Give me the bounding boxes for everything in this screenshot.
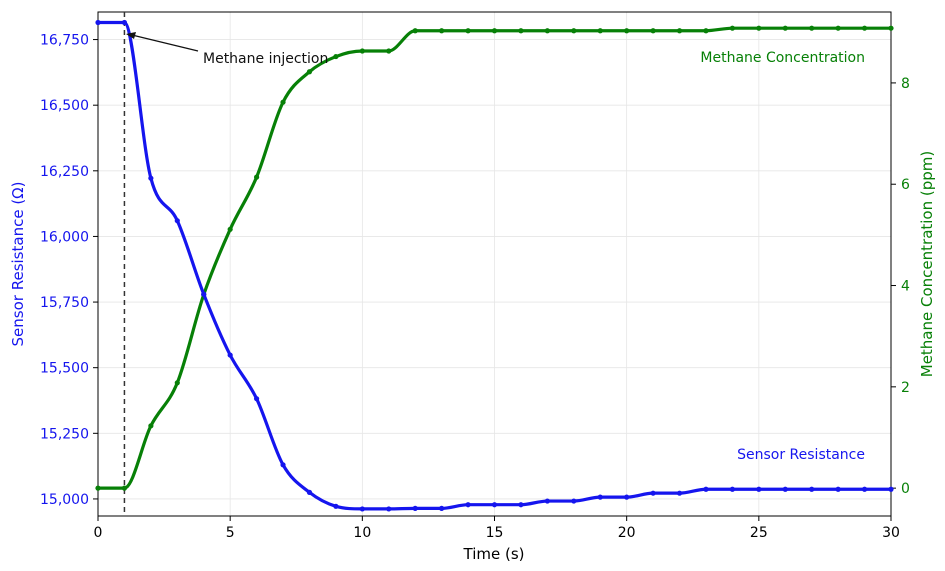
methane-concentration-point bbox=[386, 48, 392, 54]
methane-concentration-point bbox=[571, 28, 577, 34]
sensor-resistance-point bbox=[809, 486, 815, 492]
x-tick-label: 0 bbox=[94, 525, 103, 541]
methane-concentration-point bbox=[359, 48, 365, 54]
grid bbox=[97, 12, 892, 516]
sensor-resistance-point bbox=[333, 503, 339, 509]
y-right-tick-label: 8 bbox=[901, 76, 910, 92]
sensor-resistance-point bbox=[597, 494, 603, 500]
injection-arrow-shaft bbox=[131, 34, 199, 52]
methane-concentration-point bbox=[861, 25, 868, 31]
methane-concentration-point bbox=[756, 25, 762, 31]
methane-concentration-point bbox=[227, 226, 233, 232]
methane-concentration-point bbox=[174, 380, 180, 386]
y-left-axis-label: Sensor Resistance (Ω) bbox=[9, 182, 27, 347]
sensor-resistance-point bbox=[888, 486, 894, 492]
sensor-resistance-point bbox=[544, 498, 550, 504]
methane-series-label: Methane Concentration bbox=[700, 50, 865, 66]
y-left-tick-label: 15,500 bbox=[40, 361, 89, 377]
y-left-tick-label: 15,250 bbox=[40, 426, 89, 442]
methane-concentration-point bbox=[544, 28, 550, 34]
y-left-tick-label: 16,750 bbox=[40, 33, 89, 49]
sensor-resistance-point bbox=[861, 486, 868, 492]
sensor-resistance-point bbox=[650, 490, 656, 496]
x-tick-label: 5 bbox=[226, 525, 235, 541]
sensor-resistance-point bbox=[412, 505, 418, 511]
y-right-axis-label: Methane Concentration (ppm) bbox=[918, 151, 936, 378]
methane-concentration-point bbox=[491, 28, 498, 34]
sensor-resistance-point bbox=[518, 502, 524, 508]
sensor-resistance-point bbox=[121, 19, 128, 26]
sensor-resistance-point bbox=[254, 396, 260, 402]
sensor-resistance-point bbox=[703, 486, 709, 492]
sensor-resistance-point bbox=[465, 502, 471, 508]
sensor-resistance-point bbox=[306, 489, 313, 495]
methane-concentration-point bbox=[782, 25, 788, 31]
injection-annotation: Methane injection bbox=[203, 51, 328, 67]
x-tick-label: 10 bbox=[353, 525, 371, 541]
methane-concentration-point bbox=[888, 25, 894, 31]
methane-concentration-point bbox=[306, 69, 313, 75]
y-left-ticks: 15,000 15,250 15,500 15,750 16,000 16,250 16,5… bbox=[40, 33, 98, 508]
sensor-resistance-point bbox=[571, 498, 577, 504]
methane-concentration-point bbox=[254, 174, 260, 180]
y-left-tick-label: 15,000 bbox=[40, 492, 89, 508]
sensor-resistance-point bbox=[624, 494, 630, 500]
methane-concentration-point bbox=[412, 28, 418, 34]
injection-arrowhead bbox=[126, 32, 136, 39]
y-left-tick-label: 16,000 bbox=[40, 229, 89, 245]
methane-concentration-point bbox=[465, 28, 471, 34]
methane-concentration-point bbox=[650, 28, 656, 34]
methane-concentration-point bbox=[624, 28, 630, 34]
methane-concentration-point bbox=[148, 423, 154, 429]
sensor-resistance-point bbox=[782, 486, 788, 492]
sensor-resistance-point bbox=[676, 490, 683, 496]
x-ticks: 0 5 10 15 20 25 30 bbox=[94, 516, 900, 541]
sensor-resistance-point bbox=[756, 486, 762, 492]
y-left-tick-label: 16,250 bbox=[40, 164, 89, 180]
y-right-tick-label: 0 bbox=[901, 481, 910, 497]
x-tick-label: 30 bbox=[882, 525, 900, 541]
sensor-resistance-point bbox=[174, 218, 180, 224]
methane-concentration-point bbox=[121, 485, 128, 491]
sensor-resistance-point bbox=[835, 486, 841, 492]
sensor-resistance-point bbox=[359, 506, 365, 512]
sensor-resistance-point bbox=[491, 502, 498, 508]
sensor-resistance-point bbox=[386, 506, 392, 512]
sensor-resistance-point bbox=[439, 505, 445, 511]
methane-concentration-point bbox=[703, 28, 709, 34]
methane-concentration-point bbox=[439, 28, 445, 34]
sensor-resistance-points bbox=[95, 19, 894, 512]
resistance-series-label: Sensor Resistance bbox=[737, 447, 865, 463]
y-right-ticks: 0 2 4 6 8 bbox=[891, 76, 910, 497]
sensor-resistance-point bbox=[95, 19, 101, 26]
sensor-resistance-point bbox=[201, 291, 207, 297]
methane-concentration-point bbox=[597, 28, 603, 34]
y-right-tick-label: 2 bbox=[901, 380, 910, 396]
sensor-resistance-point bbox=[148, 175, 154, 181]
x-axis-label: Time (s) bbox=[463, 545, 525, 563]
sensor-resistance-point bbox=[227, 352, 233, 358]
methane-concentration-point bbox=[518, 28, 524, 34]
methane-concentration-point bbox=[280, 99, 286, 105]
methane-concentration-point bbox=[835, 25, 841, 31]
methane-concentration-point bbox=[95, 485, 101, 491]
methane-concentration-point bbox=[676, 28, 683, 34]
x-tick-label: 15 bbox=[486, 525, 504, 541]
y-right-tick-label: 6 bbox=[901, 177, 910, 193]
x-tick-label: 25 bbox=[750, 525, 768, 541]
y-left-tick-label: 16,500 bbox=[40, 98, 89, 114]
y-left-tick-label: 15,750 bbox=[40, 295, 89, 311]
sensor-resistance-point bbox=[280, 462, 286, 468]
methane-concentration-point bbox=[729, 25, 736, 31]
sensor-resistance-point bbox=[729, 486, 736, 492]
x-tick-label: 20 bbox=[618, 525, 636, 541]
y-right-tick-label: 4 bbox=[901, 279, 910, 295]
methane-concentration-point bbox=[809, 25, 815, 31]
methane-concentration-point bbox=[333, 53, 339, 60]
